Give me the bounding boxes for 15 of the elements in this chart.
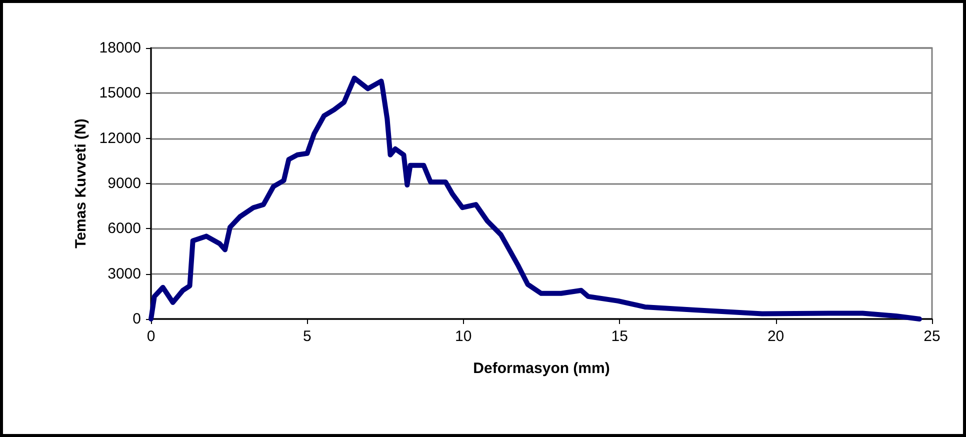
- x-tick-label: 25: [924, 328, 940, 345]
- x-tick-label: 10: [455, 328, 472, 345]
- y-tick-label: 15000: [99, 84, 141, 102]
- x-axis-title: Deformasyon (mm): [473, 360, 610, 377]
- y-tick-label: 0: [132, 310, 141, 328]
- y-tick-label: 9000: [108, 175, 141, 192]
- x-tick-label: 0: [146, 328, 156, 345]
- x-tick-label: 15: [611, 328, 628, 345]
- y-tick-label: 6000: [108, 220, 141, 238]
- y-axis-title: Temas Kuvveti (N): [72, 118, 90, 248]
- y-tick-label: 3000: [108, 265, 141, 282]
- y-tick-label: 12000: [99, 130, 141, 147]
- x-tick-label: 5: [303, 328, 312, 345]
- x-tick-label: 20: [767, 328, 784, 345]
- y-tick-label: 18000: [99, 40, 141, 56]
